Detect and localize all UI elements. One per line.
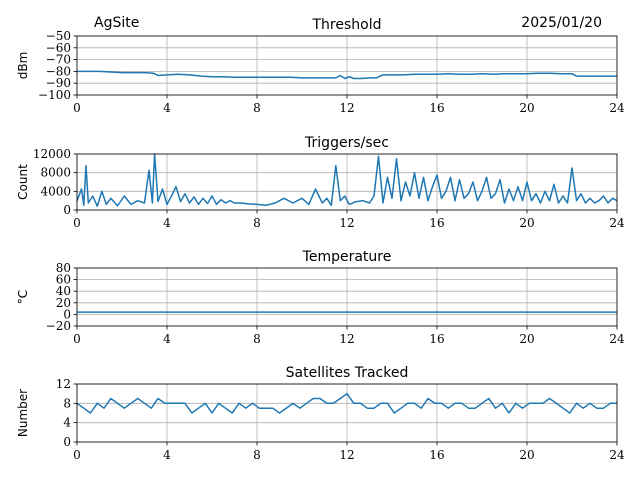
x-tick-label: 4 bbox=[163, 216, 171, 230]
y-tick-label: 0 bbox=[63, 307, 71, 321]
x-tick-label: 24 bbox=[609, 216, 625, 230]
x-tick-label: 16 bbox=[429, 101, 444, 115]
x-tick-label: 12 bbox=[339, 216, 354, 230]
x-tick-label: 20 bbox=[519, 216, 534, 230]
x-tick-label: 12 bbox=[339, 101, 354, 115]
chart-panels: 0 4 8 12 16 20 24 −100−90−80−70−60−50 Threshold d… bbox=[16, 17, 625, 462]
y-tick-label: −60 bbox=[46, 41, 71, 55]
x-tick-label: 4 bbox=[163, 448, 171, 462]
x-tick-label: 0 bbox=[73, 332, 81, 346]
x-tick-label: 8 bbox=[253, 332, 261, 346]
y-tick-label: 8 bbox=[63, 396, 71, 410]
x-tick-label: 8 bbox=[253, 216, 261, 230]
y-tick-label: −100 bbox=[38, 88, 71, 102]
x-tick-label: 4 bbox=[163, 101, 171, 115]
y-tick-label: 8000 bbox=[40, 166, 71, 180]
site-name: AgSite bbox=[94, 15, 139, 31]
chart-title: Threshold bbox=[312, 17, 382, 33]
x-tick-label: 24 bbox=[609, 332, 625, 346]
y-tick-label: 60 bbox=[56, 273, 71, 287]
y-tick-label: −80 bbox=[46, 64, 71, 78]
y-axis-label: °C bbox=[16, 290, 30, 304]
x-tick-label: 24 bbox=[609, 448, 625, 462]
x-tick-label: 16 bbox=[429, 332, 444, 346]
y-axis-label: dBm bbox=[16, 52, 30, 80]
x-tick-label: 0 bbox=[73, 101, 81, 115]
x-tick-label: 0 bbox=[73, 448, 81, 462]
y-tick-label: 12 bbox=[56, 377, 71, 391]
y-tick-label: 20 bbox=[56, 296, 71, 310]
x-tick-label: 8 bbox=[253, 448, 261, 462]
chart-panel: 0 4 8 12 16 20 24 0 4000 8000 12000 Triggers/sec Cou… bbox=[16, 135, 625, 230]
y-tick-label: 80 bbox=[56, 261, 71, 275]
x-tick-label: 12 bbox=[339, 448, 354, 462]
y-tick-label: 4000 bbox=[40, 184, 71, 198]
chart-panel: 0 4 8 12 16 20 24 −100−90−80−70−60−50 Threshold d… bbox=[16, 17, 625, 115]
x-tick-label: 12 bbox=[339, 332, 354, 346]
x-tick-label: 20 bbox=[519, 101, 534, 115]
y-tick-label: 4 bbox=[63, 416, 71, 430]
y-tick-label: −50 bbox=[46, 29, 71, 43]
chart-title: Temperature bbox=[302, 249, 392, 265]
x-tick-label: 0 bbox=[73, 216, 81, 230]
y-tick-label: 0 bbox=[63, 203, 71, 217]
x-tick-label: 16 bbox=[429, 216, 444, 230]
x-tick-label: 8 bbox=[253, 101, 261, 115]
y-tick-label: 12000 bbox=[33, 147, 71, 161]
chart-title: Triggers/sec bbox=[304, 135, 389, 151]
y-tick-label: 0 bbox=[63, 435, 71, 449]
y-tick-label: 40 bbox=[56, 284, 71, 298]
y-axis-label: Number bbox=[16, 389, 30, 437]
series-line bbox=[76, 153, 618, 208]
y-tick-label: −20 bbox=[46, 319, 71, 333]
chart-panel: 0 4 8 12 16 20 24 0 4 8 12 Satellites Tracked Number bbox=[16, 365, 625, 462]
x-tick-label: 24 bbox=[609, 101, 625, 115]
x-tick-label: 20 bbox=[519, 332, 534, 346]
x-tick-label: 20 bbox=[519, 448, 534, 462]
report-date: 2025/01/20 bbox=[521, 15, 602, 31]
chart-title: Satellites Tracked bbox=[286, 365, 409, 381]
series-line bbox=[77, 70, 617, 80]
series-line bbox=[76, 392, 617, 414]
x-tick-label: 4 bbox=[163, 332, 171, 346]
y-axis-label: Count bbox=[16, 164, 30, 200]
y-tick-label: −90 bbox=[46, 76, 71, 90]
y-tick-label: −70 bbox=[46, 53, 71, 67]
x-tick-label: 16 bbox=[429, 448, 444, 462]
